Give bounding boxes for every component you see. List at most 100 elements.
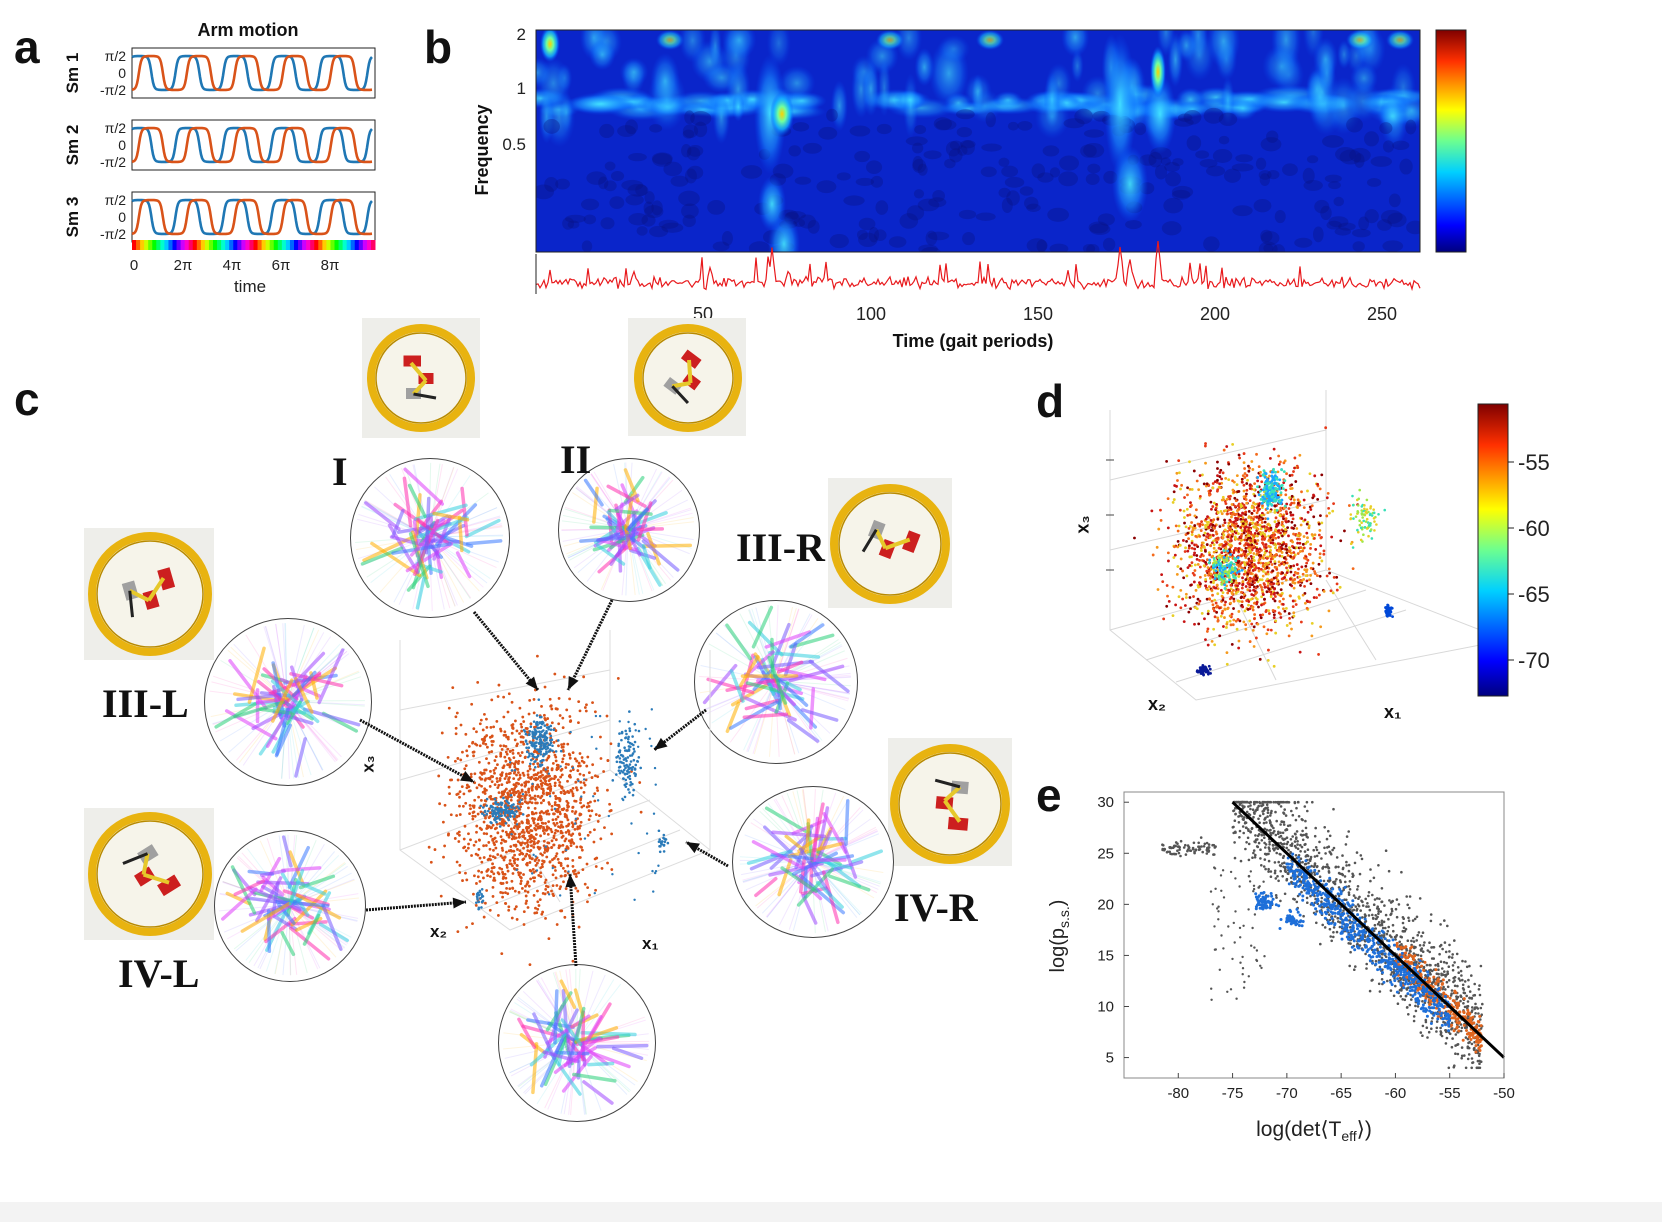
arm-overlay-lines xyxy=(503,968,650,1115)
arm1-trace xyxy=(131,126,373,164)
state-label-iv-l: IV-L xyxy=(118,951,200,996)
colorbar-tick-label: -70 xyxy=(1518,648,1550,673)
panel-d-3d-scatter xyxy=(1106,390,1507,701)
robot-body xyxy=(122,844,182,897)
colorbar-tick-label: -65 xyxy=(1518,582,1550,607)
x-tick-label: -80 xyxy=(1167,1085,1189,1102)
row-label-sm3: Sm 3 xyxy=(63,197,82,238)
arm-overlay-lines xyxy=(561,462,695,596)
phase-colorbar xyxy=(132,240,376,250)
panel-d-x3-label: x₃ xyxy=(1072,515,1093,534)
panel-b-plot: Frequency 210.5 50 100 150 200 250 Time (gai… xyxy=(472,25,1467,351)
x-tick-label: 6π xyxy=(272,257,291,274)
robot-body xyxy=(861,519,921,560)
panel-c-label: c xyxy=(14,373,40,425)
x-tick-label: -70 xyxy=(1276,1085,1298,1102)
y-tick-label: -π/2 xyxy=(100,226,126,242)
spectrogram-colorbar xyxy=(1435,29,1467,253)
y-tick-label: -π/2 xyxy=(100,154,126,170)
y-tick-label: 20 xyxy=(1097,896,1114,913)
y-tick-label: 0 xyxy=(118,65,126,81)
state-label-iii-l: III-L xyxy=(102,681,189,726)
x-tick-label: 2π xyxy=(174,257,193,274)
y-tick-label: 0 xyxy=(118,137,126,153)
panel-d-label: d xyxy=(1036,375,1065,427)
arm1-trace xyxy=(131,54,373,92)
grid-box xyxy=(1109,390,1507,701)
y-tick-label: 5 xyxy=(1106,1050,1114,1067)
row-label-sm2: Sm 2 xyxy=(63,125,82,166)
arm1-trace xyxy=(131,198,373,236)
panel-c-x1-label: x₁ xyxy=(642,934,659,953)
y-tick-label: 25 xyxy=(1097,845,1114,862)
panel-d-colorbar: -55 -60 -65 -70 xyxy=(1477,403,1550,697)
panel-e-label: e xyxy=(1036,769,1062,821)
arm2-trace xyxy=(131,54,373,92)
arm-overlay-lines xyxy=(218,834,360,976)
arrow xyxy=(359,718,475,784)
panel-e-scatter: -80 -75 -70 -65 -60 -55 -50 30 25 20 15 10 5 log(ps… xyxy=(1047,791,1515,1144)
y-tick-label: 0 xyxy=(118,209,126,225)
y-tick-label: 10 xyxy=(1097,999,1114,1016)
x-tick-label: 8π xyxy=(321,257,340,274)
row-label-sm1: Sm 1 xyxy=(63,53,82,94)
y-tick-label: 15 xyxy=(1097,947,1114,964)
y-tick-label: 2 xyxy=(517,25,526,44)
panel-b-ylabel: Frequency xyxy=(472,104,492,195)
x-tick-label: 250 xyxy=(1367,304,1397,324)
arm2-trace xyxy=(131,126,373,164)
arrow xyxy=(365,897,467,912)
arrow xyxy=(685,840,729,868)
spectrogram xyxy=(536,30,1420,252)
arrow xyxy=(565,873,578,967)
arm-overlay-lines xyxy=(739,788,884,934)
robot-body xyxy=(403,355,437,400)
y-tick-label: 0.5 xyxy=(502,135,526,154)
y-tick-label: π/2 xyxy=(105,192,127,208)
x-tick-label: -55 xyxy=(1439,1085,1461,1102)
x-tick-label: 0 xyxy=(130,257,138,274)
y-tick-label: π/2 xyxy=(105,120,127,136)
state-label-iii-r: III-R xyxy=(736,525,825,570)
colorbar-tick-label: -60 xyxy=(1518,516,1550,541)
state-label-ii: II xyxy=(560,437,592,482)
wavelet-power-trace xyxy=(535,241,1421,292)
row-frame xyxy=(131,119,376,171)
arm2-trace xyxy=(131,198,373,236)
panel-c-x2-label: x₂ xyxy=(430,922,448,941)
x-tick-label: -60 xyxy=(1385,1085,1407,1102)
y-tick-label: -π/2 xyxy=(100,82,126,98)
colorbar-tick-label: -55 xyxy=(1518,450,1550,475)
panel-e-ylabel: log(ps.s.) xyxy=(1047,900,1072,973)
grid-box xyxy=(399,630,711,931)
arrow xyxy=(566,599,614,691)
footer-bar xyxy=(0,1202,1662,1222)
robot-body xyxy=(121,567,176,618)
x-tick-label: 150 xyxy=(1023,304,1053,324)
y-tick-label: π/2 xyxy=(105,48,127,64)
robot-body xyxy=(934,778,969,831)
state-label-iv-r: IV-R xyxy=(894,885,978,930)
panel-e-xlabel: log(det⟨Teff⟩) xyxy=(1256,1118,1372,1144)
panel-d-x1-label: x₁ xyxy=(1384,702,1402,722)
row-frame xyxy=(131,47,376,99)
y-tick-label: 1 xyxy=(517,79,526,98)
x-tick-label: 4π xyxy=(223,257,242,274)
robot-body xyxy=(663,349,702,405)
panel-a-xlabel: time xyxy=(234,277,266,296)
x-tick-label: -50 xyxy=(1493,1085,1515,1102)
panel-c-3d-scatter xyxy=(399,630,711,967)
fit-line xyxy=(1231,801,1506,1059)
panel-a-label: a xyxy=(14,21,40,73)
x-tick-label: -65 xyxy=(1330,1085,1352,1102)
panel-d-x2-label: x₂ xyxy=(1148,694,1167,714)
panel-b-xlabel: Time (gait periods) xyxy=(893,331,1054,351)
arm-overlay-lines xyxy=(355,462,504,612)
x-tick-label: 200 xyxy=(1200,304,1230,324)
arrow xyxy=(653,708,707,752)
panel-a-title: Arm motion xyxy=(198,20,299,40)
state-label-i: I xyxy=(332,449,348,494)
panel-b-label: b xyxy=(424,21,453,73)
